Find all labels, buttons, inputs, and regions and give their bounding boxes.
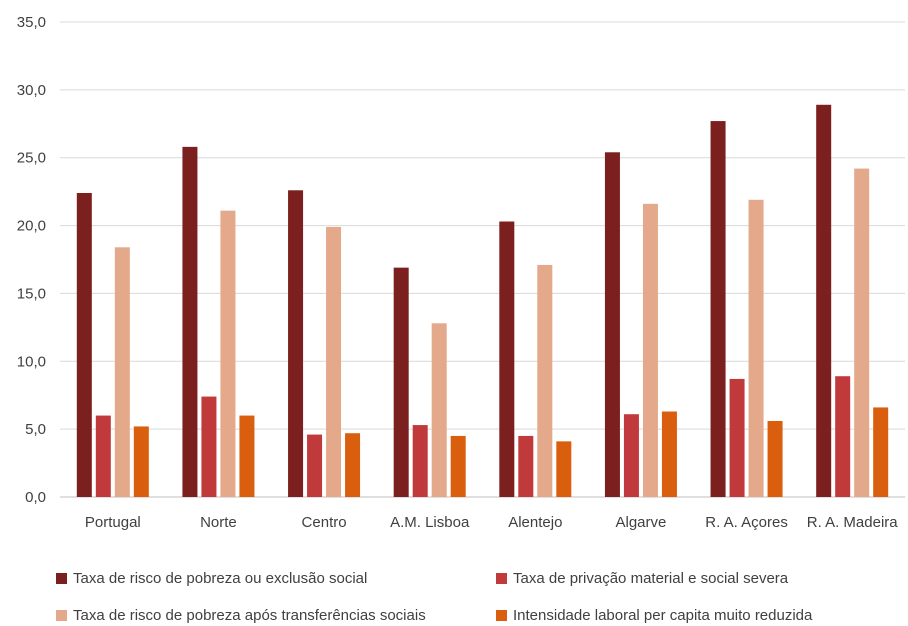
legend-label: Taxa de privação material e social sever… — [513, 570, 789, 587]
gridlines — [60, 21, 905, 498]
bar — [182, 146, 198, 497]
bar-chart: 0,0 5,0 10,0 15,0 20,0 25,0 30,0 35,0 Portugal N… — [17, 14, 905, 531]
bar — [220, 210, 236, 497]
bar — [661, 411, 677, 497]
legend-label: Intensidade laboral per capita muito red… — [513, 607, 813, 624]
y-tick-label: 20,0 — [17, 218, 46, 235]
bar — [604, 152, 620, 498]
x-tick-label: Centro — [302, 514, 347, 531]
x-tick-label: Norte — [200, 514, 237, 531]
bar — [412, 425, 428, 497]
bar — [816, 104, 832, 498]
bar — [431, 323, 447, 497]
y-tick-label: 35,0 — [17, 14, 46, 31]
legend-swatch — [496, 573, 507, 584]
y-tick-label: 10,0 — [17, 353, 46, 370]
legend-item: Intensidade laboral per capita muito red… — [496, 607, 812, 624]
bar — [729, 378, 745, 497]
bar — [748, 199, 764, 498]
bar — [854, 168, 870, 498]
bars — [76, 104, 889, 498]
legend-item: Taxa de risco de pobreza após transferên… — [56, 607, 426, 624]
bar — [133, 426, 149, 497]
legend-item: Taxa de privação material e social sever… — [496, 570, 788, 587]
bar — [326, 226, 342, 497]
x-tick-label: Algarve — [616, 514, 667, 531]
bar — [835, 376, 851, 497]
bar — [537, 264, 553, 497]
legend-label: Taxa de risco de pobreza após transferên… — [73, 607, 426, 624]
y-axis-ticks: 0,0 5,0 10,0 15,0 20,0 25,0 30,0 35,0 — [17, 14, 46, 506]
bar — [518, 435, 534, 497]
legend-item: Taxa de risco de pobreza ou exclusão soc… — [56, 570, 367, 587]
x-tick-label: R. A. Madeira — [807, 514, 899, 531]
legend-swatch — [56, 573, 67, 584]
bar — [345, 433, 361, 497]
y-tick-label: 15,0 — [17, 285, 46, 302]
legend-swatch — [496, 610, 507, 621]
bar — [710, 121, 726, 498]
bar — [623, 414, 639, 497]
bar — [288, 190, 304, 498]
bar — [767, 421, 783, 497]
bar — [201, 396, 217, 497]
y-tick-label: 30,0 — [17, 82, 46, 99]
bar — [393, 267, 409, 497]
x-tick-label: A.M. Lisboa — [390, 514, 470, 531]
bar — [239, 415, 255, 497]
y-tick-label: 25,0 — [17, 150, 46, 167]
bar — [642, 203, 658, 497]
x-tick-label: R. A. Açores — [705, 514, 788, 531]
x-tick-label: Alentejo — [508, 514, 562, 531]
y-tick-label: 0,0 — [25, 489, 46, 506]
y-tick-label: 5,0 — [25, 421, 46, 438]
x-tick-label: Portugal — [85, 514, 141, 531]
bar — [499, 221, 515, 497]
bar — [873, 407, 889, 497]
bar — [76, 193, 92, 497]
bar — [450, 435, 466, 497]
legend-swatch — [56, 610, 67, 621]
bar — [95, 415, 111, 497]
bar — [307, 434, 323, 497]
bar — [114, 247, 130, 497]
legend-label: Taxa de risco de pobreza ou exclusão soc… — [73, 570, 368, 587]
x-axis-ticks: Portugal Norte Centro A.M. Lisboa Alentejo Al… — [85, 514, 898, 531]
bar — [556, 441, 572, 497]
